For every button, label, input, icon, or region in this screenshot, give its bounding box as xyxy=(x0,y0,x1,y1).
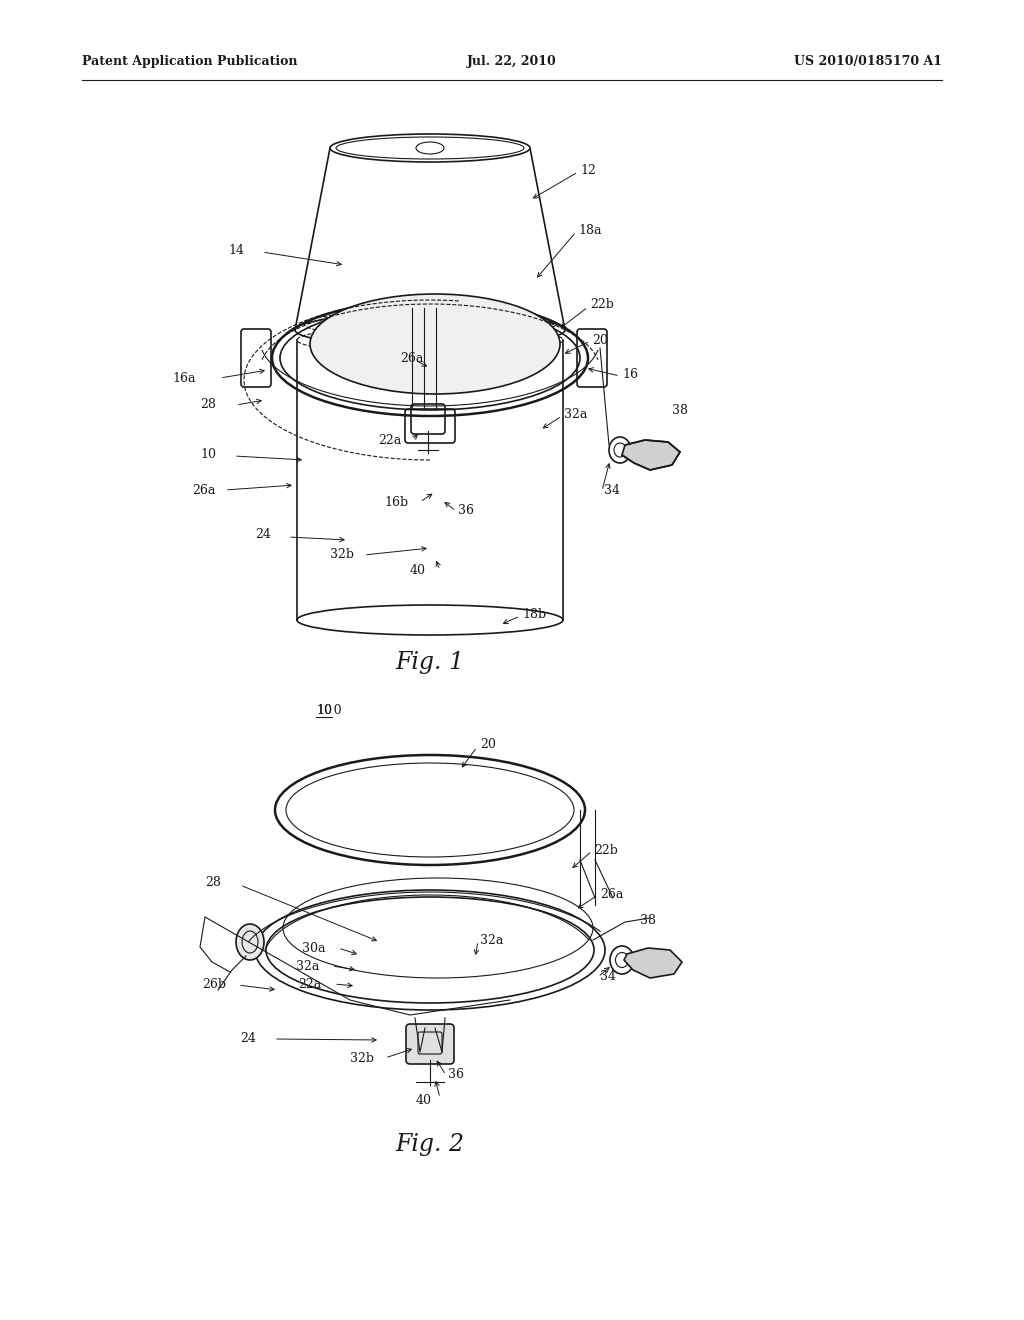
Text: 32a: 32a xyxy=(296,960,319,973)
Text: ±10: ±10 xyxy=(316,704,343,717)
Text: 20: 20 xyxy=(592,334,608,346)
Text: 10: 10 xyxy=(316,704,332,717)
Text: 16b: 16b xyxy=(384,495,409,508)
Text: 40: 40 xyxy=(416,1093,432,1106)
Text: 34: 34 xyxy=(604,483,620,496)
Text: 16a: 16a xyxy=(172,371,196,384)
Text: 22b: 22b xyxy=(590,298,613,312)
Text: Fig. 1: Fig. 1 xyxy=(395,651,465,673)
Text: 38: 38 xyxy=(672,404,688,417)
Text: 22a: 22a xyxy=(298,978,322,990)
Text: 32a: 32a xyxy=(480,933,504,946)
Text: 26b: 26b xyxy=(202,978,226,990)
Text: 30a: 30a xyxy=(302,941,326,954)
Text: 26a: 26a xyxy=(600,887,624,900)
Text: Fig. 2: Fig. 2 xyxy=(395,1134,465,1156)
Text: 24: 24 xyxy=(240,1031,256,1044)
Text: 32b: 32b xyxy=(350,1052,374,1064)
Text: 10: 10 xyxy=(200,449,216,462)
Text: 32a: 32a xyxy=(564,408,588,421)
Text: 18b: 18b xyxy=(522,609,546,622)
Ellipse shape xyxy=(236,924,264,960)
Text: 26a: 26a xyxy=(193,483,215,496)
Text: 24: 24 xyxy=(255,528,271,541)
Text: 28: 28 xyxy=(205,875,221,888)
Text: 22a: 22a xyxy=(378,433,401,446)
Text: 36: 36 xyxy=(458,503,474,516)
Text: 34: 34 xyxy=(600,969,616,982)
Text: Jul. 22, 2010: Jul. 22, 2010 xyxy=(467,55,557,69)
Text: 20: 20 xyxy=(480,738,496,751)
Text: 18a: 18a xyxy=(578,223,601,236)
Text: 12: 12 xyxy=(580,164,596,177)
Text: 26a: 26a xyxy=(400,351,423,364)
Polygon shape xyxy=(622,440,680,470)
Text: 40: 40 xyxy=(410,564,426,577)
Text: 28: 28 xyxy=(200,399,216,412)
Text: 22b: 22b xyxy=(594,843,617,857)
Text: 16: 16 xyxy=(622,368,638,381)
Text: Patent Application Publication: Patent Application Publication xyxy=(82,55,298,69)
Text: 32b: 32b xyxy=(330,549,354,561)
Text: 10: 10 xyxy=(316,704,332,717)
Text: 38: 38 xyxy=(640,913,656,927)
Ellipse shape xyxy=(310,294,560,393)
Polygon shape xyxy=(624,948,682,978)
FancyBboxPatch shape xyxy=(406,1024,454,1064)
Text: 14: 14 xyxy=(228,243,244,256)
Text: 36: 36 xyxy=(449,1068,464,1081)
Text: US 2010/0185170 A1: US 2010/0185170 A1 xyxy=(794,55,942,69)
